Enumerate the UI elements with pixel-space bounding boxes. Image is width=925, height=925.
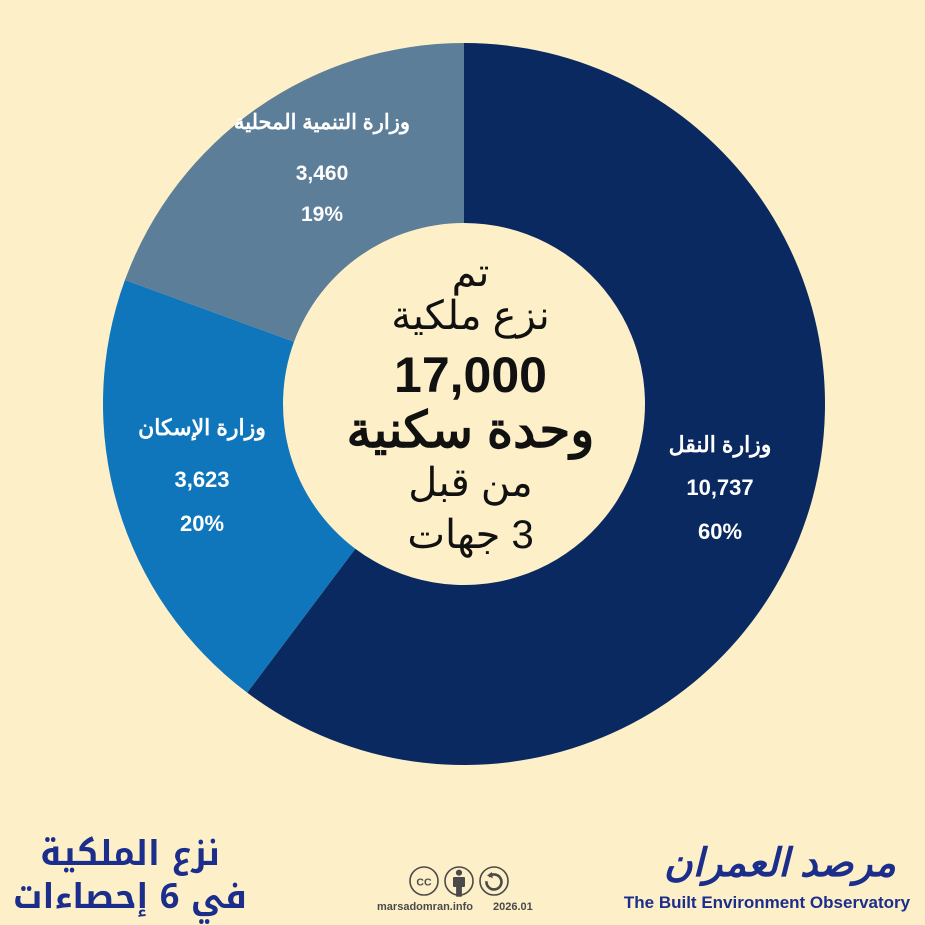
svg-text:CC: CC [416, 877, 432, 889]
